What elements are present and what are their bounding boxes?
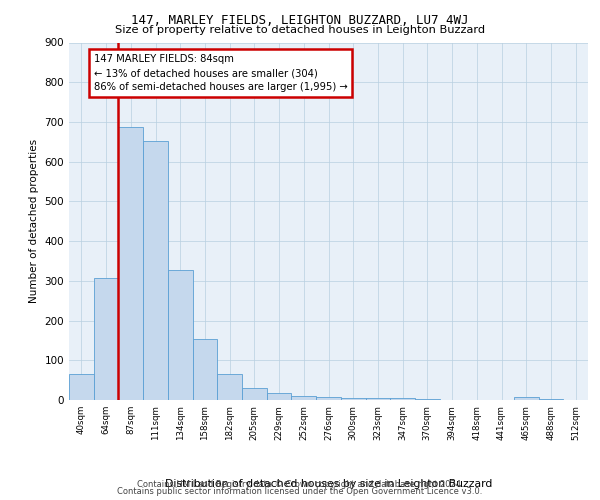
Bar: [143, 141, 168, 400]
Y-axis label: Number of detached properties: Number of detached properties: [29, 139, 39, 304]
Bar: [94, 278, 118, 400]
Text: 147, MARLEY FIELDS, LEIGHTON BUZZARD, LU7 4WJ: 147, MARLEY FIELDS, LEIGHTON BUZZARD, LU…: [131, 14, 469, 27]
Bar: [217, 374, 242, 400]
Bar: [514, 397, 539, 400]
Bar: [539, 399, 563, 400]
Text: Contains public sector information licensed under the Open Government Licence v3: Contains public sector information licen…: [118, 487, 482, 496]
Bar: [168, 270, 193, 400]
Bar: [118, 126, 143, 400]
Bar: [390, 398, 415, 400]
Text: 147 MARLEY FIELDS: 84sqm
← 13% of detached houses are smaller (304)
86% of semi-: 147 MARLEY FIELDS: 84sqm ← 13% of detach…: [94, 54, 347, 92]
Bar: [292, 396, 316, 400]
Text: Size of property relative to detached houses in Leighton Buzzard: Size of property relative to detached ho…: [115, 25, 485, 35]
Bar: [242, 388, 267, 400]
Bar: [365, 398, 390, 400]
Bar: [316, 397, 341, 400]
X-axis label: Distribution of detached houses by size in Leighton Buzzard: Distribution of detached houses by size …: [165, 478, 492, 488]
Bar: [341, 398, 365, 400]
Bar: [69, 374, 94, 400]
Text: Contains HM Land Registry data © Crown copyright and database right 2024.: Contains HM Land Registry data © Crown c…: [137, 480, 463, 489]
Bar: [267, 393, 292, 400]
Bar: [193, 339, 217, 400]
Bar: [415, 399, 440, 400]
